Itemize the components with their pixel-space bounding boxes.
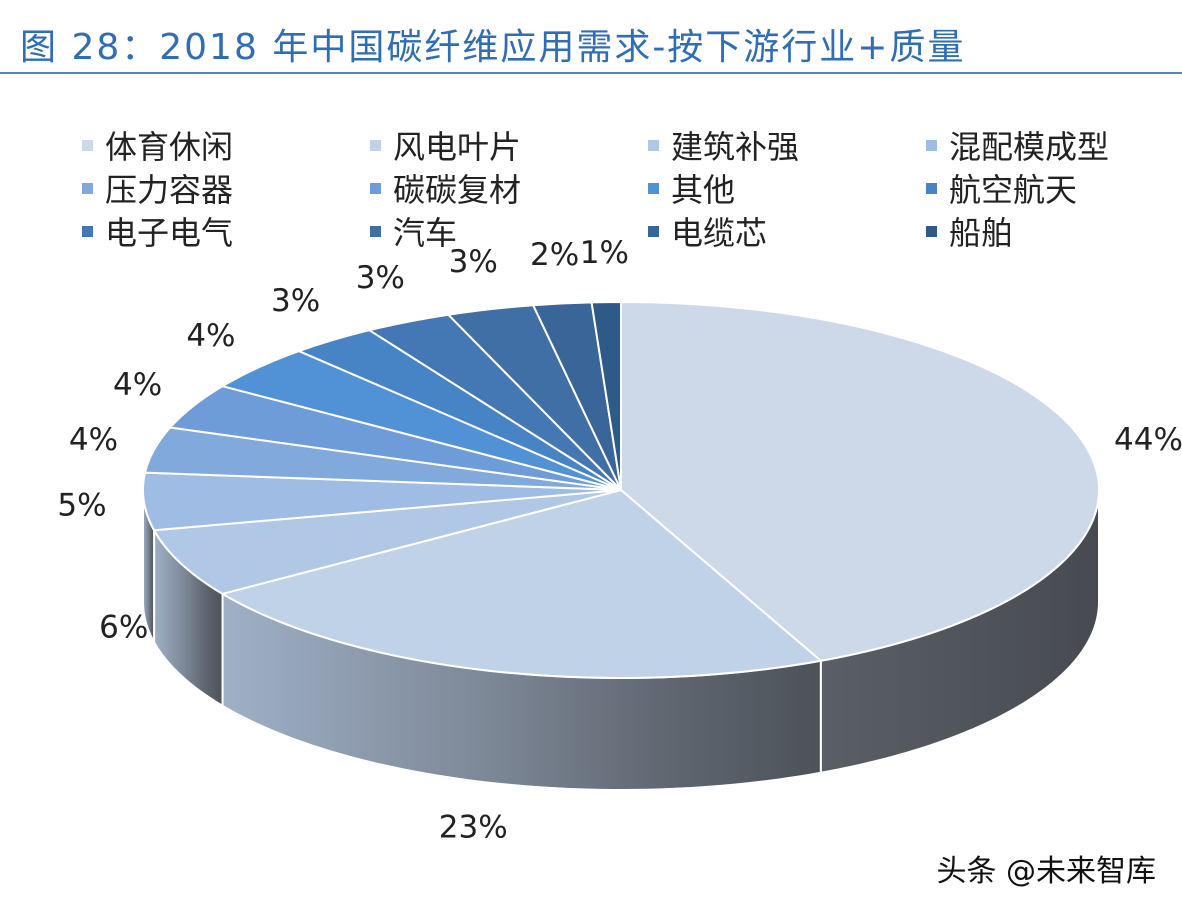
legend-label: 碳碳复材 xyxy=(393,171,522,209)
legend-swatch xyxy=(926,139,937,151)
legend-item: 压力容器 xyxy=(82,165,233,211)
watermark: 头条 @未来智库 xyxy=(936,854,1156,889)
legend-label: 航空航天 xyxy=(949,171,1078,209)
pie-data-label: 3% xyxy=(356,260,405,296)
pie-data-label: 4% xyxy=(113,367,162,403)
legend-swatch xyxy=(648,182,659,194)
pie-data-label: 3% xyxy=(271,283,320,319)
legend-item: 船舶 xyxy=(926,208,1013,254)
legend-label: 船舶 xyxy=(949,214,1014,252)
pie-data-label: 6% xyxy=(99,609,148,645)
legend-item: 航空航天 xyxy=(926,165,1077,211)
pie-data-label: 23% xyxy=(439,810,508,846)
legend-item: 汽车 xyxy=(370,208,457,254)
legend-item: 其他 xyxy=(648,165,735,211)
legend-swatch xyxy=(82,139,93,151)
legend-label: 建筑补强 xyxy=(671,128,800,166)
legend-swatch xyxy=(926,182,937,194)
legend-swatch xyxy=(370,182,381,194)
pie-data-label: 3% xyxy=(449,244,498,280)
legend-item: 混配模成型 xyxy=(926,122,1109,168)
legend-item: 建筑补强 xyxy=(648,122,799,168)
pie-slice xyxy=(153,489,622,595)
legend-label: 汽车 xyxy=(393,214,458,252)
pie-data-label: 44% xyxy=(1114,422,1182,458)
pie-side-walls xyxy=(142,489,1100,792)
legend-swatch xyxy=(370,225,381,237)
pie-data-labels: 44% 23% 6% 5% 4% 4% 4% 3% 3% 3% 2% 1% xyxy=(57,235,1182,846)
legend-item: 碳碳复材 xyxy=(370,165,521,211)
legend-swatch xyxy=(648,225,659,237)
legend-label: 风电叶片 xyxy=(393,128,522,166)
legend-swatch xyxy=(82,182,93,194)
legend-swatch xyxy=(82,225,93,237)
legend-swatch xyxy=(648,139,659,151)
legend-label: 混配模成型 xyxy=(949,128,1110,166)
pie-data-label: 4% xyxy=(69,422,118,458)
pie-data-label: 5% xyxy=(57,488,106,524)
legend-item: 风电叶片 xyxy=(370,122,521,168)
pie-data-label: 2% xyxy=(530,237,579,273)
legend-item: 体育休闲 xyxy=(82,122,233,168)
pie-slice xyxy=(221,489,822,679)
title-divider xyxy=(0,72,1182,74)
legend-swatch xyxy=(370,139,381,151)
pie-slice xyxy=(590,301,622,491)
legend-item: 电缆芯 xyxy=(648,208,767,254)
legend-label: 电子电气 xyxy=(105,214,234,252)
pie-slices xyxy=(142,301,1100,679)
legend-label: 压力容器 xyxy=(105,171,234,209)
legend-swatch xyxy=(926,225,937,237)
pie-slice xyxy=(142,471,622,532)
pie-slice xyxy=(620,301,1100,662)
legend-label: 电缆芯 xyxy=(671,214,768,252)
legend-label: 其他 xyxy=(671,171,736,209)
legend-label: 体育休闲 xyxy=(105,128,234,166)
pie-data-label: 1% xyxy=(580,235,629,271)
pie-data-label: 4% xyxy=(186,318,235,354)
chart-title: 图 28：2018 年中国碳纤维应用需求-按下游行业+质量 xyxy=(20,27,966,68)
legend-item: 电子电气 xyxy=(82,208,233,254)
